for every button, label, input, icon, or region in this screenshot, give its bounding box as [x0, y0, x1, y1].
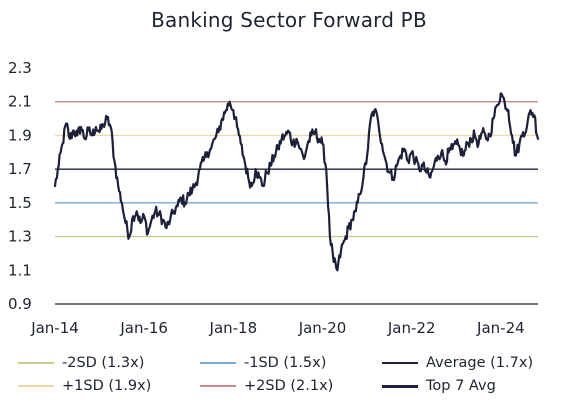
x-tick-label: Jan-24 — [476, 319, 525, 337]
y-tick-label: 1.3 — [8, 228, 32, 246]
x-tick-label: Jan-22 — [387, 319, 436, 337]
chart-legend: -2SD (1.3x) -1SD (1.5x) Average (1.7x) +… — [0, 350, 578, 404]
y-tick-label: 1.5 — [8, 194, 32, 212]
legend-item-plus2sd: +2SD (2.1x) — [200, 375, 333, 397]
legend-item-minus1sd: -1SD (1.5x) — [200, 352, 326, 374]
legend-item-average: Average (1.7x) — [382, 352, 533, 374]
series-line-top7-avg — [53, 92, 540, 272]
x-tick-label: Jan-16 — [119, 319, 168, 337]
x-tick-label: Jan-14 — [30, 319, 79, 337]
y-tick-label: 0.9 — [8, 295, 32, 313]
y-tick-label: 2.1 — [8, 93, 32, 111]
chart-title: Banking Sector Forward PB — [151, 8, 427, 32]
legend-item-minus2sd: -2SD (1.3x) — [18, 352, 144, 374]
legend-label-minus2sd: -2SD (1.3x) — [62, 355, 145, 371]
y-tick-label: 1.1 — [8, 261, 32, 279]
legend-swatch-average — [382, 362, 418, 364]
legend-label-minus1sd: -1SD (1.5x) — [244, 355, 327, 371]
legend-swatch-minus2sd — [18, 362, 54, 364]
legend-label-average: Average (1.7x) — [426, 355, 534, 371]
x-tick-label: Jan-18 — [209, 319, 258, 337]
legend-swatch-minus1sd — [200, 362, 236, 364]
legend-label-top7avg: Top 7 Avg — [426, 378, 496, 394]
y-tick-label: 2.3 — [8, 59, 32, 77]
legend-item-plus1sd: +1SD (1.9x) — [18, 375, 151, 397]
legend-swatch-plus1sd — [18, 385, 54, 387]
legend-label-plus2sd: +2SD (2.1x) — [244, 378, 334, 394]
y-tick-label: 1.7 — [8, 160, 32, 178]
legend-swatch-plus2sd — [200, 385, 236, 387]
legend-swatch-top7avg — [382, 384, 418, 388]
legend-item-top7avg: Top 7 Avg — [382, 375, 496, 397]
x-tick-label: Jan-20 — [298, 319, 347, 337]
y-tick-label: 1.9 — [8, 126, 32, 144]
chart-svg: 2.3 2.1 1.9 1.7 1.5 1.3 1.1 0.9 Jan-14 Jan-16 Jan-… — [8, 59, 540, 337]
legend-label-plus1sd: +1SD (1.9x) — [62, 378, 152, 394]
